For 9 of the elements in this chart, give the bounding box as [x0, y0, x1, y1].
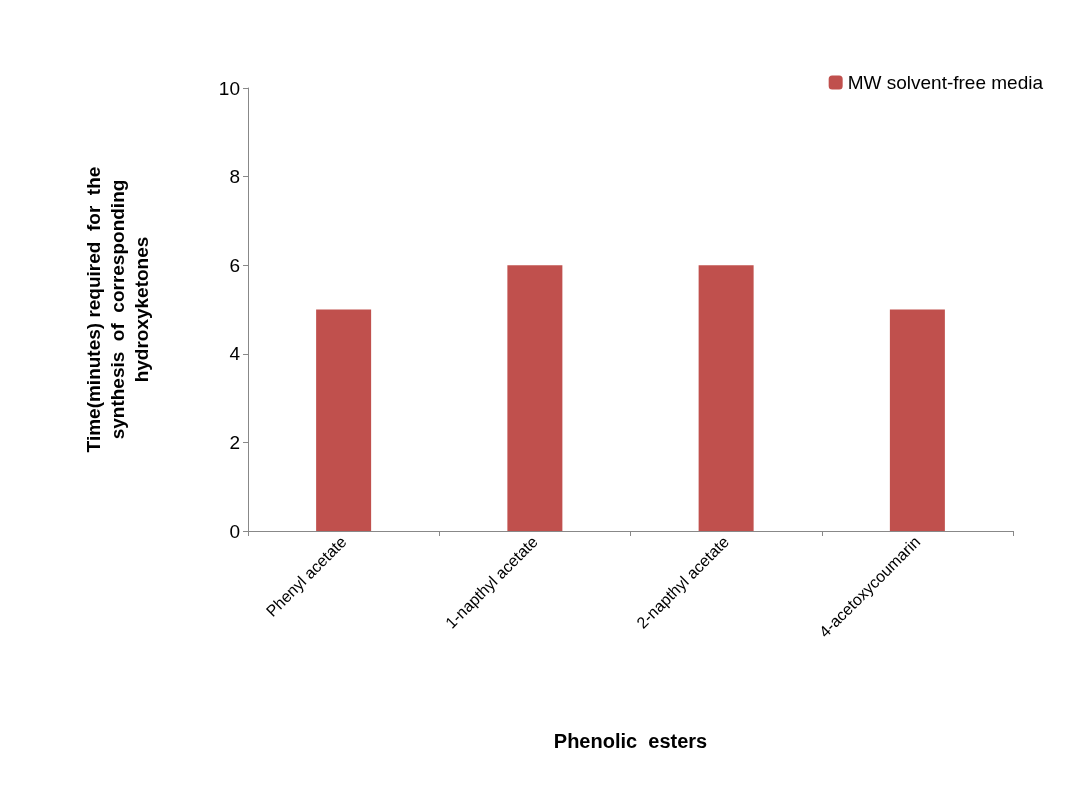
y-tick-label: 2	[229, 431, 240, 453]
y-tick-label: 0	[229, 520, 240, 542]
y-tick-label: 4	[229, 343, 241, 365]
y-axis-title: Time(minutes) required for the synthesis of corresponding hydroxyketones	[82, 166, 152, 453]
y-tick-label: 8	[229, 166, 240, 188]
y-tick-label: 6	[229, 254, 240, 276]
legend-label: MW solvent-free media	[847, 72, 1044, 93]
x-axis-title: Phenolic esters	[553, 730, 708, 752]
y-tick-label: 10	[218, 77, 240, 99]
